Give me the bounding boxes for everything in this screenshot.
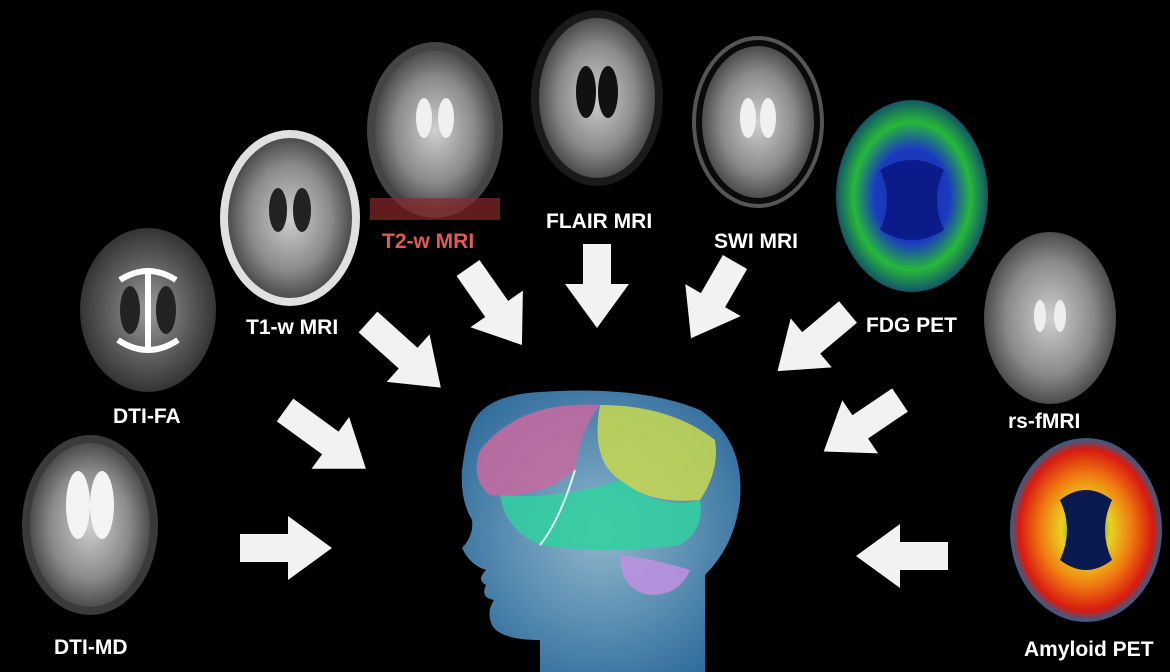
label-t2-w-mri: T2-w MRI [382,230,475,253]
t1-w-mri-scan-image [220,130,360,306]
arrow-from-dti-md [240,516,332,580]
label-dti-fa: DTI-FA [113,405,181,428]
amyloid-pet-scan-image [1010,438,1162,622]
flair-mri-scan-image [531,10,663,186]
arrow-from-fdg-pet [777,301,857,372]
dti-fa-scan-image [80,228,216,392]
arrow-from-flair-mri [565,244,629,328]
dti-md-scan-image [22,435,158,615]
label-dti-md: DTI-MD [54,636,128,659]
arrow-from-t1-w-mri [358,311,441,388]
arrow-from-swi-mri [685,255,748,339]
arrow-from-t2-w-mri [456,259,523,346]
label-t1-w-mri: T1-w MRI [246,316,339,339]
swi-mri-scan-image [692,36,824,208]
label-flair-mri: FLAIR MRI [546,210,653,233]
label-fdg-pet: FDG PET [866,314,958,337]
arrow-from-dti-fa [276,398,366,469]
arrows [240,244,948,588]
label-rs-fmri: rs-fMRI [1008,410,1081,433]
rs-fmri-scan-image [984,232,1116,404]
label-amyloid-pet: Amyloid PET [1024,638,1154,661]
arrow-from-rs-fmri [823,388,908,454]
label-swi-mri: SWI MRI [714,230,798,253]
t2-w-mri-scan-image [367,42,503,220]
fdg-pet-scan-image [836,100,988,292]
brain-head-icon [461,390,741,672]
arrow-from-amyloid-pet [856,524,948,588]
